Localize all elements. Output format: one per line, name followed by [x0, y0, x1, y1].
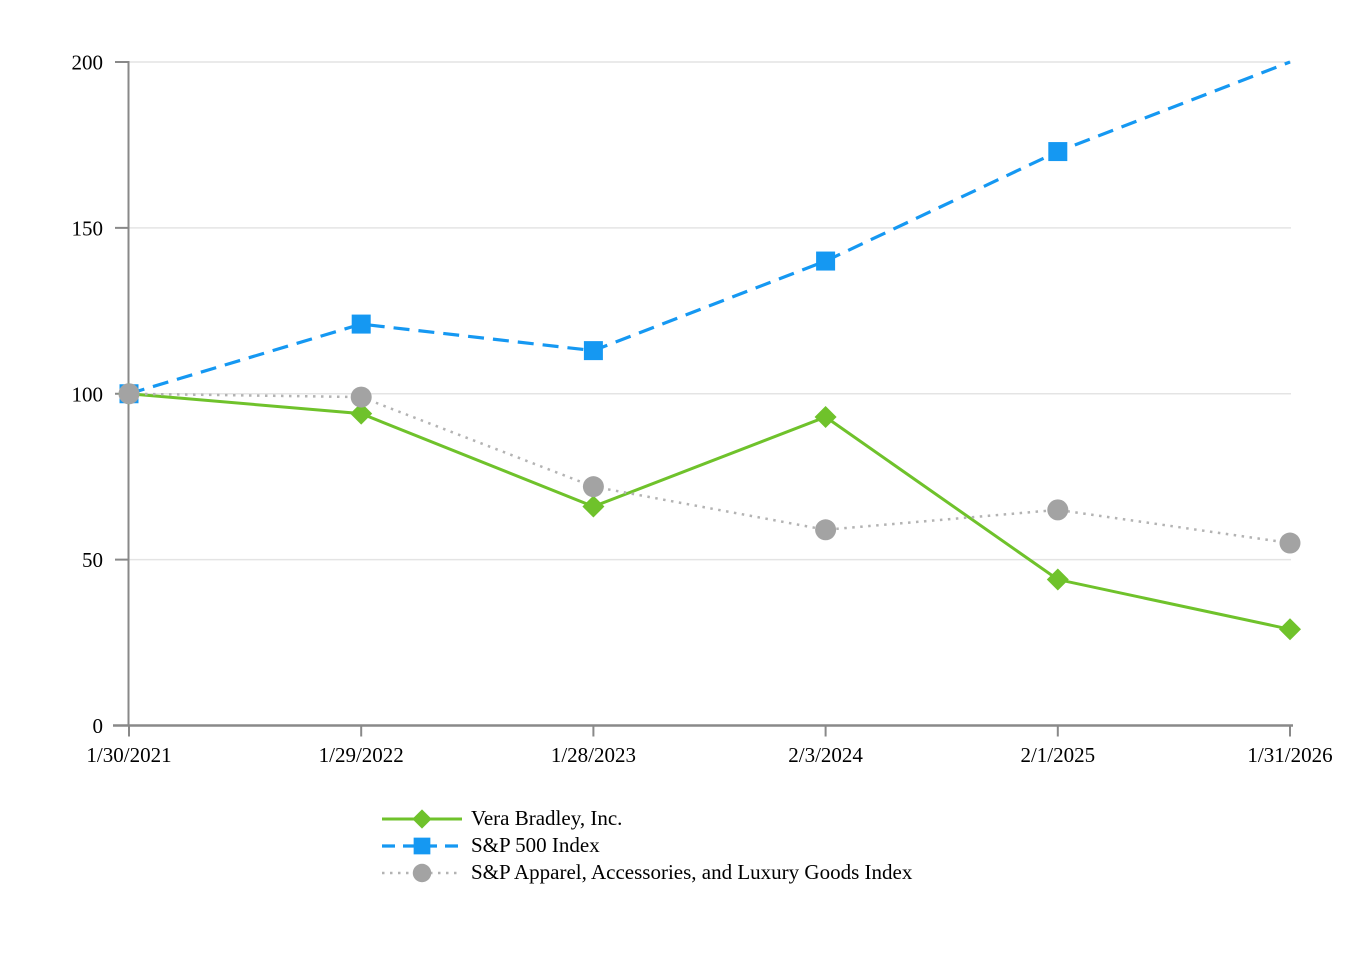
legend-label-sp-apparel: S&P Apparel, Accessories, and Luxury Goo… [471, 860, 913, 884]
legend-label-vera-bradley: Vera Bradley, Inc. [471, 806, 623, 830]
x-tick-label: 1/30/2021 [86, 743, 171, 767]
x-tick-label: 1/29/2022 [319, 743, 404, 767]
marker-vera-bradley-inc-2 [582, 495, 605, 518]
marker-vera-bradley-inc-1 [350, 402, 373, 425]
x-tick-label: 2/3/2024 [788, 743, 863, 767]
marker-vera-bradley-inc-5 [1279, 618, 1301, 641]
legend-circle-marker [412, 863, 432, 882]
marker-s-p-apparel-accessories-and-luxury-goods-index-5 [1279, 532, 1301, 554]
y-tick-label: 0 [93, 714, 104, 738]
y-tick-label: 100 [72, 382, 104, 406]
marker-s-p-apparel-accessories-and-luxury-goods-index-4 [1047, 499, 1069, 521]
y-tick-label: 150 [72, 216, 104, 240]
legend-square-marker [413, 837, 431, 854]
marker-s-p-apparel-accessories-and-luxury-goods-index-3 [815, 519, 837, 541]
legend-label-sp500: S&P 500 Index [471, 833, 600, 857]
x-tick-label: 1/28/2023 [551, 743, 636, 767]
x-tick-label: 1/31/2026 [1247, 743, 1332, 767]
legend-item-sp-apparel: S&P Apparel, Accessories, and Luxury Goo… [380, 859, 912, 886]
y-tick-label: 50 [82, 548, 103, 572]
marker-s-p-apparel-accessories-and-luxury-goods-index-2 [582, 476, 604, 498]
marker-s-p-500-index-3 [816, 251, 836, 271]
x-tick-label: 2/1/2025 [1020, 743, 1095, 767]
diamond-marker-icon [382, 808, 462, 829]
legend-item-sp500: S&P 500 Index [380, 832, 912, 859]
marker-s-p-500-index-2 [583, 341, 603, 361]
series-line-s-p-apparel-accessories-and-luxury-goods-index [128, 392, 1291, 545]
marker-s-p-apparel-accessories-and-luxury-goods-index-1 [350, 386, 372, 408]
marker-vera-bradley-inc-4 [1046, 568, 1069, 591]
marker-s-p-apparel-accessories-and-luxury-goods-index-0 [118, 383, 140, 405]
marker-vera-bradley-inc-3 [814, 405, 837, 428]
marker-s-p-500-index-1 [351, 314, 371, 334]
y-tick-label: 200 [72, 51, 104, 75]
series-line-vera-bradley-inc [128, 392, 1291, 631]
marker-s-p-500-index-4 [1048, 142, 1068, 162]
legend-diamond-marker [412, 808, 432, 829]
circle-marker-icon [382, 863, 462, 882]
series-line-s-p-500-index [128, 60, 1291, 396]
chart-legend: Vera Bradley, Inc. S&P 500 Index S&P App… [380, 805, 912, 886]
legend-item-vera-bradley: Vera Bradley, Inc. [380, 805, 912, 832]
square-marker-icon [382, 837, 462, 854]
